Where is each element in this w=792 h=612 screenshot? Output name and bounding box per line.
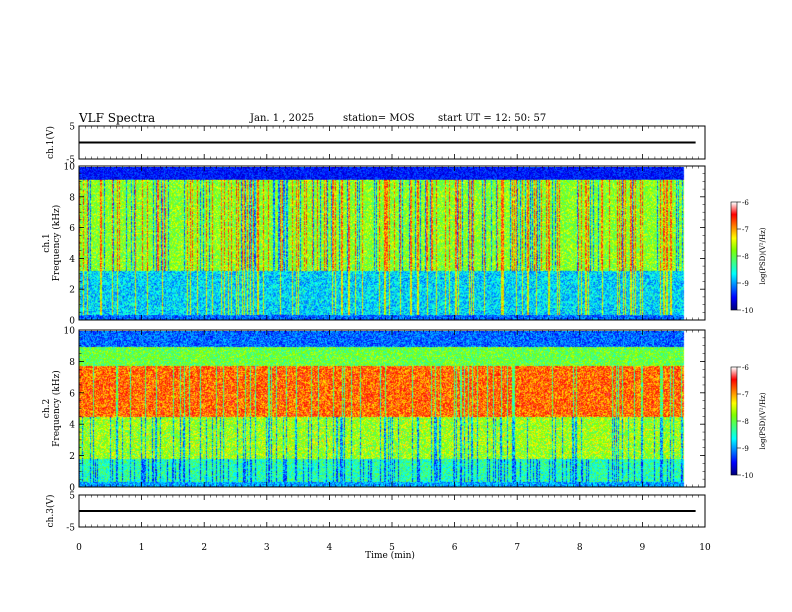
x-axis-label: Time (min) [365, 550, 415, 561]
colorbar-tick-label: -7 [742, 391, 749, 399]
colorbar-tick-label: -10 [742, 472, 753, 480]
ch3-waveform-ylabel: ch.3(V) [45, 495, 56, 528]
ch2-spectrogram-panel [79, 331, 693, 487]
ch1-spectrogram-image [79, 167, 693, 320]
y-tick-label: 6 [69, 224, 75, 234]
y-tick-label: 10 [64, 327, 76, 337]
ch1-colorbar [731, 202, 737, 310]
y-tick-label: 0 [69, 317, 75, 327]
ch1-spectrogram-ylabel: Frequency (kHz) [51, 205, 62, 282]
y-tick-label: 5 [69, 123, 75, 133]
y-tick-label: -5 [66, 524, 75, 534]
x-tick-label: 0 [76, 543, 82, 553]
colorbar-tick-label: -9 [742, 280, 749, 288]
y-tick-label: 8 [69, 358, 75, 368]
colorbar-tick-label: -8 [742, 418, 749, 426]
ch2-spectrogram-channel-label: ch.2 [42, 399, 52, 418]
y-tick-label: -5 [66, 156, 75, 166]
colorbar-tick-label: -9 [742, 445, 749, 453]
x-tick-label: 2 [201, 543, 207, 553]
y-tick-label: 8 [69, 193, 75, 203]
colorbar-tick-label: -7 [742, 226, 749, 234]
x-tick-label: 3 [264, 543, 270, 553]
x-tick-label: 8 [577, 543, 583, 553]
y-tick-label: 6 [69, 389, 75, 399]
x-tick-label: 9 [640, 543, 646, 553]
station-label: station= MOS [343, 113, 415, 124]
start-ut-time: 12: 50: 57 [495, 113, 547, 124]
colorbar-tick-label: -6 [742, 199, 749, 207]
y-tick-label: 10 [64, 163, 76, 173]
y-tick-label: 2 [69, 452, 75, 462]
y-tick-label: 0 [69, 484, 75, 494]
x-tick-label: 4 [327, 543, 333, 553]
y-tick-label: 4 [69, 255, 75, 265]
x-tick-label: 7 [514, 543, 520, 553]
date-label: Jan. 1 , 2025 [250, 113, 315, 124]
x-tick-label: 1 [139, 543, 145, 553]
x-tick-label: 6 [452, 543, 458, 553]
chart-title: VLF Spectra [79, 111, 156, 125]
ch2-colorbar [731, 367, 737, 475]
y-tick-label: 4 [69, 421, 75, 431]
ch1-spectrogram-panel [79, 167, 693, 320]
y-tick-label: 5 [69, 492, 75, 502]
x-tick-label: 10 [699, 543, 711, 553]
start-ut-label: start UT = [438, 113, 492, 124]
ch2-spectrogram-ylabel: Frequency (kHz) [51, 370, 62, 447]
colorbar-tick-label: -6 [742, 364, 749, 372]
ch2-spectrogram-colorbar-label: log(PSD)(V²/Hz) [759, 392, 767, 449]
colorbar-tick-label: -8 [742, 253, 749, 261]
ch1-spectrogram-channel-label: ch.1 [42, 233, 52, 252]
ch1-spectrogram-colorbar-label: log(PSD)(V²/Hz) [759, 227, 767, 284]
x-tick-label: 5 [389, 543, 395, 553]
ch1-waveform-ylabel: ch.1(V) [45, 126, 56, 159]
y-tick-label: 2 [69, 286, 75, 296]
ch2-spectrogram-image [79, 331, 693, 487]
colorbar-tick-label: -10 [742, 307, 753, 315]
